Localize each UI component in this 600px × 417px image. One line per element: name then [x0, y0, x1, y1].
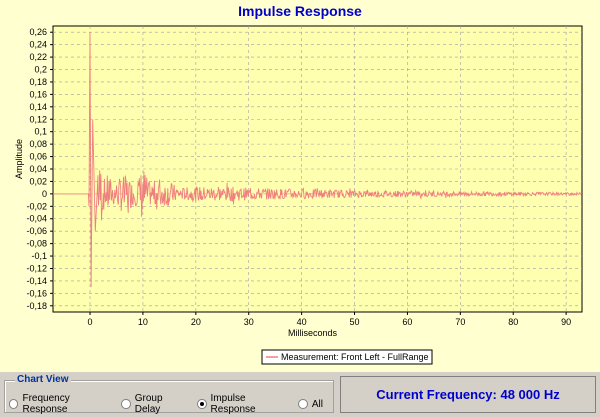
radio-label: All [311, 398, 323, 410]
y-tick-label: 0,12 [29, 114, 47, 124]
x-tick-label: 30 [244, 317, 254, 327]
x-tick-label: 50 [350, 317, 360, 327]
bottom-panel: Chart View Frequency Response Group Dela… [0, 372, 600, 417]
y-tick-label: 0,18 [29, 77, 47, 87]
radio-label: Impulse Response [210, 393, 256, 415]
chart-view-label: Chart View [15, 374, 71, 385]
y-tick-label: -0,04 [26, 214, 47, 224]
radio-all[interactable]: All [297, 398, 323, 410]
radio-label: Frequency Response [22, 393, 70, 415]
radio-group-delay[interactable]: Group Delay [121, 393, 187, 415]
x-tick-label: 10 [138, 317, 148, 327]
x-tick-label: 40 [297, 317, 307, 327]
x-tick-label: 0 [88, 317, 93, 327]
y-tick-label: 0,24 [29, 40, 47, 50]
radio-circle-icon[interactable] [297, 399, 308, 409]
x-tick-label: 80 [508, 317, 518, 327]
y-tick-label: 0,2 [34, 65, 47, 75]
y-tick-label: 0,1 [34, 127, 47, 137]
x-tick-label: 20 [191, 317, 201, 327]
radio-frequency-response[interactable]: Frequency Response [9, 393, 111, 415]
y-tick-label: 0,02 [29, 176, 47, 186]
y-tick-label: -0,08 [26, 239, 47, 249]
y-axis-title: Amplitude [14, 139, 24, 179]
y-tick-label: -0,12 [26, 263, 47, 273]
y-tick-label: 0,08 [29, 139, 47, 149]
y-tick-label: 0,04 [29, 164, 47, 174]
y-tick-label: 0,06 [29, 152, 47, 162]
legend-box [261, 349, 433, 365]
y-tick-label: 0 [42, 189, 47, 199]
impulse-response-chart: Impulse Response0,260,240,220,20,180,160… [14, 3, 583, 365]
y-tick-label: 0,16 [29, 89, 47, 99]
y-tick-label: 0,22 [29, 52, 47, 62]
legend-label: Measurement: Front Left - FullRange [281, 352, 429, 362]
current-frequency-box: Current Frequency: 48 000 Hz [340, 376, 596, 413]
current-frequency-text: Current Frequency: 48 000 Hz [376, 387, 560, 402]
series-line-front-left [53, 32, 582, 288]
radio-impulse-response[interactable]: Impulse Response [197, 393, 288, 415]
radio-circle-icon[interactable] [121, 399, 131, 409]
y-tick-label: -0,18 [26, 301, 47, 311]
radio-circle-icon[interactable] [197, 399, 207, 409]
x-tick-label: 90 [561, 317, 571, 327]
y-tick-label: -0,14 [26, 276, 47, 286]
radio-label: Group Delay [134, 393, 163, 415]
chart-view-options: Frequency Response Group Delay Impulse R… [9, 393, 333, 415]
radio-circle-icon[interactable] [9, 399, 19, 409]
y-tick-label: 0,14 [29, 102, 47, 112]
y-tick-label: -0,1 [31, 251, 47, 261]
y-tick-label: -0,02 [26, 201, 47, 211]
x-tick-label: 60 [402, 317, 412, 327]
y-tick-label: -0,16 [26, 288, 47, 298]
chart-title: Impulse Response [238, 3, 362, 19]
x-axis-title: Milliseconds [288, 328, 338, 338]
y-tick-label: -0,06 [26, 226, 47, 236]
y-tick-label: 0,26 [29, 27, 47, 37]
x-tick-label: 70 [455, 317, 465, 327]
chart-view-group: Chart View Frequency Response Group Dela… [4, 374, 334, 415]
